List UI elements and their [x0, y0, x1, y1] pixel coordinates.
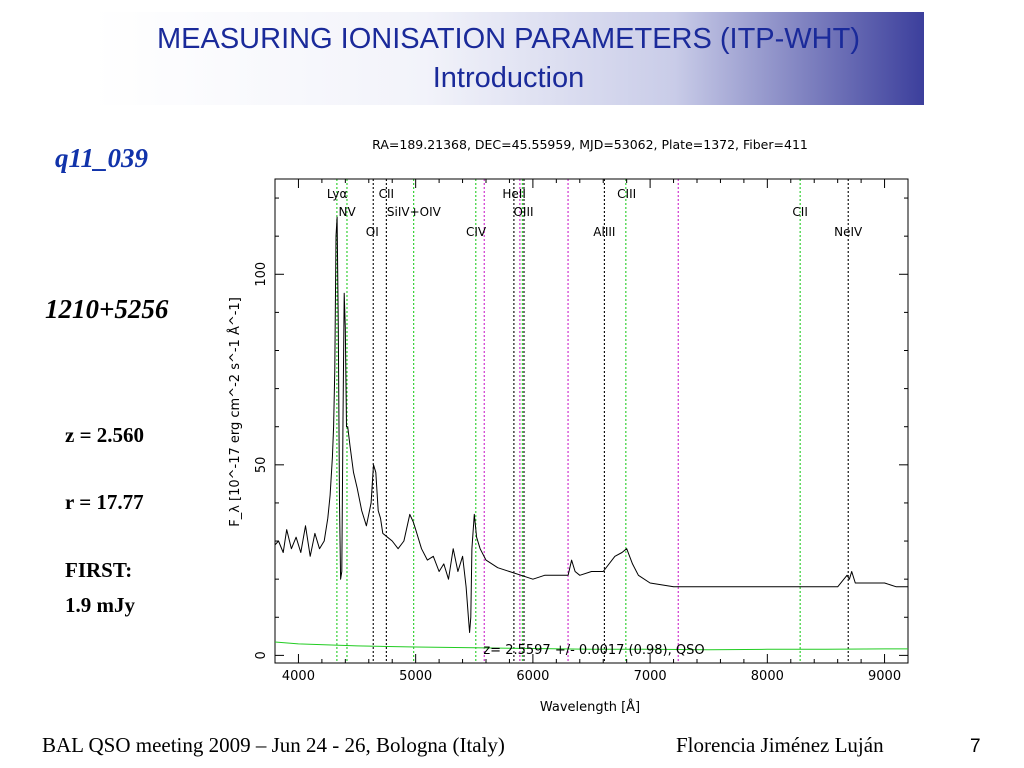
- line-label: HeII: [502, 187, 525, 201]
- line-label: SiIV+OIV: [387, 205, 442, 219]
- redshift-annotation: z= 2.5597 +/- 0.0017 (0.98), QSO: [483, 643, 704, 658]
- y-tick-label: 100: [254, 262, 269, 287]
- r-magnitude: r = 17.77: [65, 490, 144, 514]
- series-error: [274, 641, 908, 651]
- plot-frame: [274, 178, 909, 664]
- series-flux: [274, 216, 908, 633]
- x-tick-label: 9000: [868, 669, 901, 684]
- redshift-value: z = 2.560: [65, 423, 145, 447]
- y-axis-label: F_λ [10^-17 erg cm^-2 s^-1 Å^-1]: [227, 297, 243, 527]
- line-label: Lyα: [327, 187, 348, 201]
- first-flux-value: 1.9 mJy: [65, 593, 135, 617]
- line-label: CII: [792, 205, 807, 219]
- x-tick-label: 6000: [516, 669, 549, 684]
- first-label: FIRST:: [65, 558, 133, 582]
- line-label: AlIII: [593, 225, 615, 239]
- object-id: q11_039: [55, 143, 149, 173]
- line-label: NV: [338, 205, 356, 219]
- slide-subtitle: Introduction: [432, 62, 585, 94]
- x-tick-label: 4000: [282, 669, 315, 684]
- plot-area: 4000 5000 6000 7000 8000 9000 0 50 100 Lyα NV CII OI…: [254, 178, 909, 684]
- footer-author: Florencia Jiménez Luján: [676, 733, 884, 757]
- x-tick-label: 8000: [751, 669, 784, 684]
- chart-header: RA=189.21368, DEC=45.55959, MJD=53062, P…: [372, 137, 808, 152]
- y-tick-label: 0: [254, 651, 269, 659]
- x-tick-label: 7000: [634, 669, 667, 684]
- line-label: OIII: [513, 205, 533, 219]
- x-tick-label: 5000: [399, 669, 432, 684]
- line-label: CII: [379, 187, 394, 201]
- x-axis-label: Wavelength [Å]: [540, 699, 640, 715]
- line-label: NeIV: [834, 225, 863, 239]
- line-label: CIV: [466, 225, 487, 239]
- object-coordinates: 1210+5256: [45, 294, 169, 324]
- page-number: 7: [970, 736, 981, 757]
- line-label: CIII: [617, 187, 636, 201]
- slide-title: MEASURING IONISATION PARAMETERS (ITP-WHT…: [157, 23, 860, 55]
- footer-meeting: BAL QSO meeting 2009 – Jun 24 - 26, Bolo…: [42, 733, 505, 757]
- title-banner: MEASURING IONISATION PARAMETERS (ITP-WHT…: [93, 12, 924, 105]
- y-tick-label: 50: [254, 457, 269, 474]
- line-label: OI: [366, 225, 379, 239]
